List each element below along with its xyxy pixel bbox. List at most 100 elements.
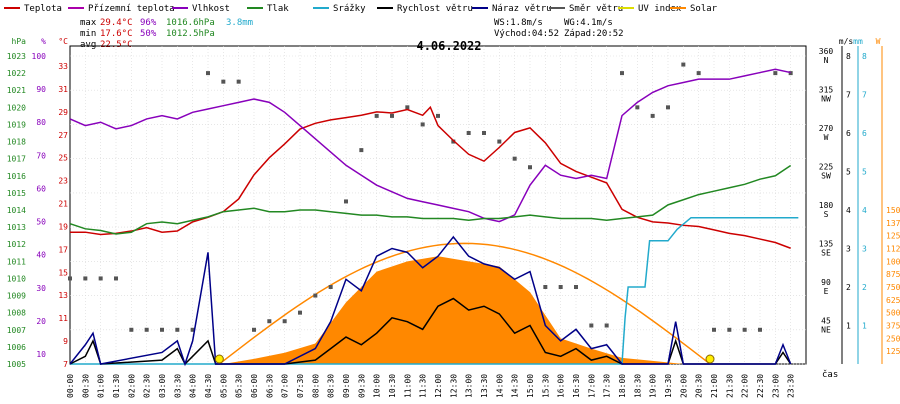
axis-tick-W: 1375 <box>886 219 900 228</box>
axis-tick-hPa: 1005 <box>7 360 26 369</box>
x-tick-label: 13:00 <box>465 374 474 398</box>
sunset-marker <box>705 354 715 364</box>
x-tick-label: 15:30 <box>541 374 550 398</box>
stat-min-hum: 50% <box>140 29 157 39</box>
axis-tick-hPa: 1009 <box>7 292 26 301</box>
axis-tick-ms: 2 <box>846 283 851 292</box>
wind-direction-mark <box>236 79 241 84</box>
axis-tick-dir-name: N <box>824 56 829 65</box>
axis-tick-dir-deg: 360 <box>819 47 834 56</box>
axis-tick-hPa: 1013 <box>7 223 26 232</box>
axis-tick-dir-name: E <box>824 287 829 296</box>
x-tick-label: 23:30 <box>787 374 796 398</box>
x-tick-label: 18:30 <box>633 374 642 398</box>
axis-tick-degC: 11 <box>58 314 68 323</box>
wind-direction-mark <box>788 71 793 76</box>
wind-direction-mark <box>313 293 318 298</box>
axis-tick-dir-name: NW <box>821 95 831 104</box>
axis-tick-dir-deg: 180 <box>819 201 834 210</box>
series-line-teplota <box>70 105 791 249</box>
axis-tick-ms: 1 <box>846 322 851 331</box>
stat-max-press: 1016.6hPa <box>166 18 215 28</box>
axis-tick-hPa: 1008 <box>7 309 26 318</box>
wind-direction-mark <box>497 139 502 144</box>
wind-direction-mark <box>543 285 548 289</box>
wind-direction-mark <box>512 156 517 161</box>
solar-clear-sky-curve <box>218 242 711 365</box>
axis-tick-dir-name: W <box>824 133 829 142</box>
axis-tick-pct: 80 <box>36 118 46 127</box>
axis-tick-pct: 100 <box>32 52 47 61</box>
wind-direction-mark <box>405 105 410 110</box>
axis-tick-hPa: 1016 <box>7 172 26 181</box>
wind-direction-mark <box>650 113 655 118</box>
axis-tick-hPa: 1023 <box>7 52 26 61</box>
x-tick-label: 11:00 <box>403 374 412 398</box>
axis-tick-ms: 8 <box>846 52 851 61</box>
wind-direction-mark <box>344 199 348 204</box>
axis-tick-W: 1000 <box>886 257 900 266</box>
axis-tick-hPa: 1021 <box>7 86 26 95</box>
axis-tick-mm: 1 <box>862 322 867 331</box>
axis-tick-dir-name: SW <box>821 172 831 181</box>
axis-tick-hPa: 1019 <box>7 120 26 129</box>
x-tick-label: 20:00 <box>679 374 688 398</box>
axis-tick-hPa: 1012 <box>7 240 26 249</box>
x-tick-label: 10:30 <box>388 374 397 398</box>
axis-tick-pct: 40 <box>36 251 46 260</box>
x-tick-label: 02:00 <box>127 374 136 398</box>
axis-tick-hPa: 1015 <box>7 189 26 198</box>
x-tick-label: 09:30 <box>357 374 366 398</box>
axis-tick-dir-deg: 225 <box>819 163 834 172</box>
wind-direction-mark <box>712 327 716 332</box>
axis-tick-hPa: 1010 <box>7 274 26 283</box>
x-tick-label: 21:00 <box>710 374 719 398</box>
stat-avg-label: avg <box>80 40 96 50</box>
stat-max-temp: 29.4°C <box>100 18 133 28</box>
x-tick-label: 11:30 <box>419 374 428 398</box>
axis-tick-ms: 6 <box>846 129 851 138</box>
x-tick-label: 12:00 <box>434 374 443 398</box>
wind-direction-mark <box>466 131 471 135</box>
axis-tick-ms: 7 <box>846 91 851 100</box>
wind-direction-mark <box>252 327 256 332</box>
wind-direction-mark <box>83 276 88 281</box>
wind-direction-mark <box>68 276 72 281</box>
axis-tick-dir-deg: 270 <box>819 124 834 133</box>
legend-label: Teplota <box>24 4 62 14</box>
wind-direction-mark <box>282 319 287 324</box>
legend-label: UV index <box>638 4 682 14</box>
wind-direction-mark <box>742 327 747 332</box>
stat-min-label: min <box>80 29 96 39</box>
legend-label: Tlak <box>267 4 289 14</box>
x-tick-label: 13:30 <box>480 374 489 398</box>
wind-direction-mark <box>267 319 272 324</box>
axis-tick-mm: 6 <box>862 129 867 138</box>
wind-direction-mark <box>98 276 103 281</box>
axis-tick-hPa: 1006 <box>7 343 26 352</box>
axis-tick-dir-deg: 315 <box>819 86 834 95</box>
legend-label: Náraz větru <box>492 4 552 14</box>
wind-direction-mark <box>175 327 180 332</box>
axis-unit-pct: % <box>41 37 46 46</box>
axis-tick-degC: 17 <box>58 245 68 254</box>
x-tick-label: 06:30 <box>265 374 274 398</box>
x-tick-label: 00:30 <box>81 374 90 398</box>
x-tick-label: 07:30 <box>296 374 305 398</box>
x-tick-label: 00:00 <box>66 374 75 398</box>
axis-tick-pct: 30 <box>36 284 46 293</box>
solar-area <box>223 256 684 364</box>
x-tick-label: 04:00 <box>189 374 198 398</box>
series-line-rychlost-v-tru <box>69 297 792 366</box>
wind-direction-mark <box>666 105 670 110</box>
x-tick-label: 17:30 <box>603 374 612 398</box>
x-tick-label: 06:00 <box>250 374 259 398</box>
axis-tick-W: 1125 <box>886 245 900 254</box>
axis-tick-dir-name: SE <box>821 249 831 258</box>
x-tick-label: 12:30 <box>449 374 458 398</box>
plot-area <box>68 45 807 367</box>
wind-direction-mark <box>635 105 640 110</box>
x-tick-label: 22:00 <box>741 374 750 398</box>
axis-tick-mm: 3 <box>862 245 867 254</box>
wind-direction-mark <box>589 323 594 328</box>
